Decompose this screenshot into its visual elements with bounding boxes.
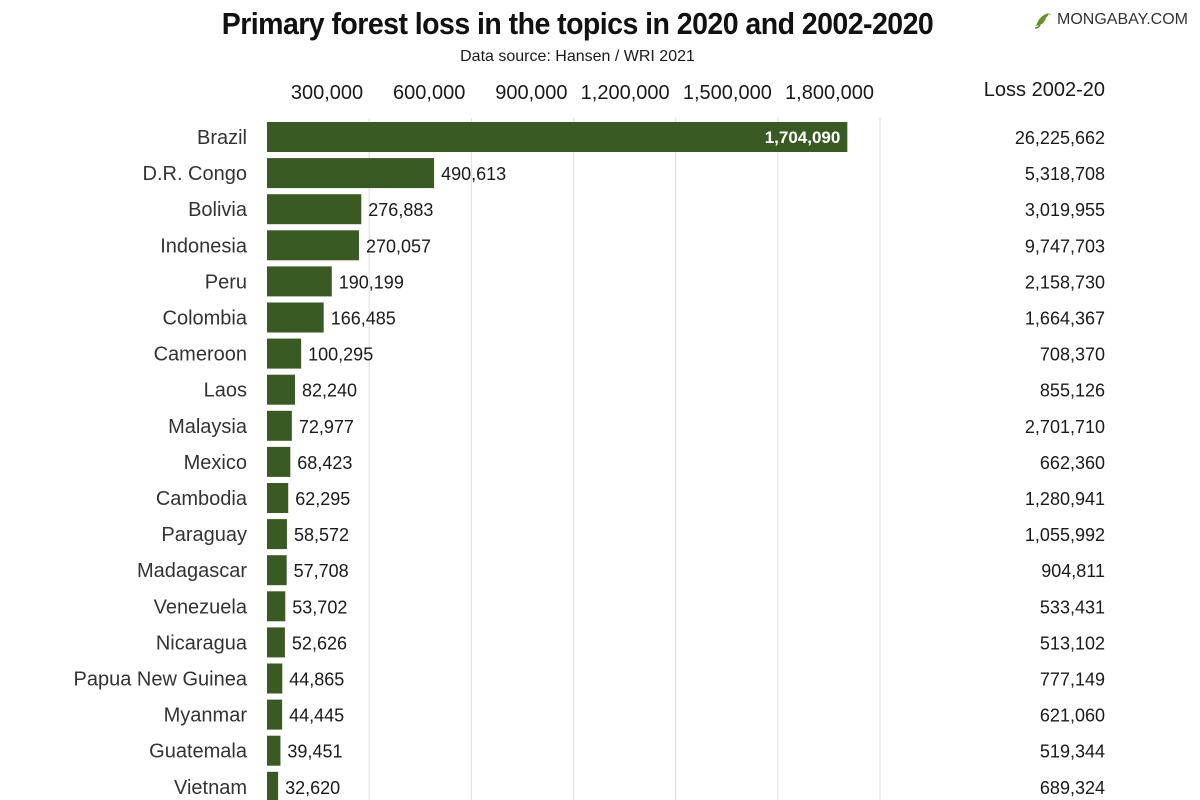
bar[interactable] — [267, 555, 287, 586]
loss-2002-20-value: 1,055,992 — [1025, 525, 1105, 545]
category-label: Venezuela — [154, 596, 248, 618]
data-label: 82,240 — [302, 381, 357, 401]
category-label: Laos — [204, 380, 247, 402]
category-label: Myanmar — [164, 705, 248, 727]
data-label: 39,451 — [287, 742, 342, 762]
loss-2002-20-value: 708,370 — [1040, 345, 1105, 365]
data-label: 68,423 — [297, 453, 352, 473]
category-label: Cameroon — [154, 344, 247, 366]
data-label: 490,613 — [441, 164, 506, 184]
bar[interactable] — [267, 266, 332, 297]
loss-2002-20-value: 9,747,703 — [1025, 236, 1105, 256]
loss-2002-20-value: 3,019,955 — [1025, 200, 1105, 220]
loss-2002-20-value: 855,126 — [1040, 381, 1105, 401]
loss-2002-20-value: 777,149 — [1040, 670, 1105, 690]
data-label: 270,057 — [366, 236, 431, 256]
bar[interactable] — [267, 194, 362, 225]
category-label: Vietnam — [174, 777, 247, 799]
bar[interactable] — [267, 230, 359, 261]
loss-2002-20-value: 621,060 — [1040, 706, 1105, 726]
category-label: Paraguay — [161, 524, 247, 546]
loss-2002-20-value: 2,701,710 — [1025, 417, 1105, 437]
x-tick-label: 600,000 — [393, 82, 465, 104]
category-label: D.R. Congo — [143, 163, 248, 185]
loss-2002-20-value: 533,431 — [1040, 597, 1105, 617]
x-tick-label: 300,000 — [291, 82, 363, 104]
loss-2002-20-value: 689,324 — [1040, 778, 1105, 798]
data-label: 166,485 — [331, 309, 396, 329]
data-label: 58,572 — [294, 525, 349, 545]
x-tick-label: 1,500,000 — [683, 82, 772, 104]
brand-name: MONGABAY.COM — [1057, 11, 1188, 28]
chart-subtitle: Data source: Hansen / WRI 2021 — [460, 48, 695, 65]
bar[interactable] — [267, 591, 286, 622]
loss-2002-20-value: 513,102 — [1040, 633, 1105, 653]
bar[interactable] — [267, 374, 296, 405]
category-label: Peru — [205, 271, 247, 293]
x-tick-label: 1,800,000 — [785, 82, 874, 104]
bar[interactable] — [267, 338, 302, 369]
loss-2002-20-value: 662,360 — [1040, 453, 1105, 473]
data-label: 190,199 — [339, 272, 404, 292]
bar[interactable] — [267, 735, 281, 766]
bar[interactable] — [267, 771, 279, 800]
data-label: 57,708 — [294, 561, 349, 581]
x-tick-label: 1,200,000 — [581, 82, 670, 104]
category-label: Cambodia — [156, 488, 248, 510]
loss-2002-20-value: 5,318,708 — [1025, 164, 1105, 184]
data-label: 62,295 — [295, 489, 350, 509]
category-label: Colombia — [163, 308, 248, 330]
loss-2002-20-value: 1,280,941 — [1025, 489, 1105, 509]
category-label: Malaysia — [168, 416, 248, 438]
data-label: 72,977 — [299, 417, 354, 437]
bar[interactable] — [267, 627, 285, 658]
data-label: 100,295 — [308, 345, 373, 365]
brand-logo[interactable]: MONGABAY.COM — [1032, 10, 1188, 30]
category-label: Mexico — [184, 452, 247, 474]
bar[interactable] — [267, 158, 435, 189]
bar[interactable] — [267, 302, 324, 333]
bar[interactable] — [267, 663, 283, 694]
bar[interactable] — [267, 410, 292, 441]
data-label: 44,445 — [289, 706, 344, 726]
data-label: 1,704,090 — [765, 128, 841, 147]
bar[interactable] — [267, 446, 291, 477]
data-label: 32,620 — [285, 778, 340, 798]
category-label: Bolivia — [188, 199, 248, 221]
bar[interactable] — [267, 699, 283, 730]
category-label: Guatemala — [149, 741, 248, 763]
data-label: 52,626 — [292, 633, 347, 653]
loss-2002-20-value: 26,225,662 — [1015, 128, 1105, 148]
loss-2002-20-value: 1,664,367 — [1025, 309, 1105, 329]
loss-2002-20-value: 519,344 — [1040, 742, 1105, 762]
bar[interactable] — [267, 483, 289, 513]
bar[interactable] — [267, 122, 848, 152]
chart-title: Primary forest loss in the topics in 202… — [221, 6, 934, 41]
data-label: 44,865 — [289, 670, 344, 690]
data-label: 53,702 — [292, 597, 347, 617]
category-label: Papua New Guinea — [74, 669, 248, 691]
category-label: Madagascar — [137, 560, 247, 582]
gecko-icon — [1032, 10, 1054, 30]
loss-2002-20-header: Loss 2002-20 — [983, 79, 1105, 101]
bar[interactable] — [267, 519, 287, 550]
loss-2002-20-value: 2,158,730 — [1025, 272, 1105, 292]
x-tick-label: 900,000 — [495, 82, 567, 104]
category-label: Indonesia — [160, 235, 248, 257]
loss-2002-20-value: 904,811 — [1041, 561, 1105, 581]
category-label: Brazil — [197, 127, 247, 149]
category-label: Nicaragua — [156, 632, 248, 654]
data-label: 276,883 — [368, 200, 433, 220]
